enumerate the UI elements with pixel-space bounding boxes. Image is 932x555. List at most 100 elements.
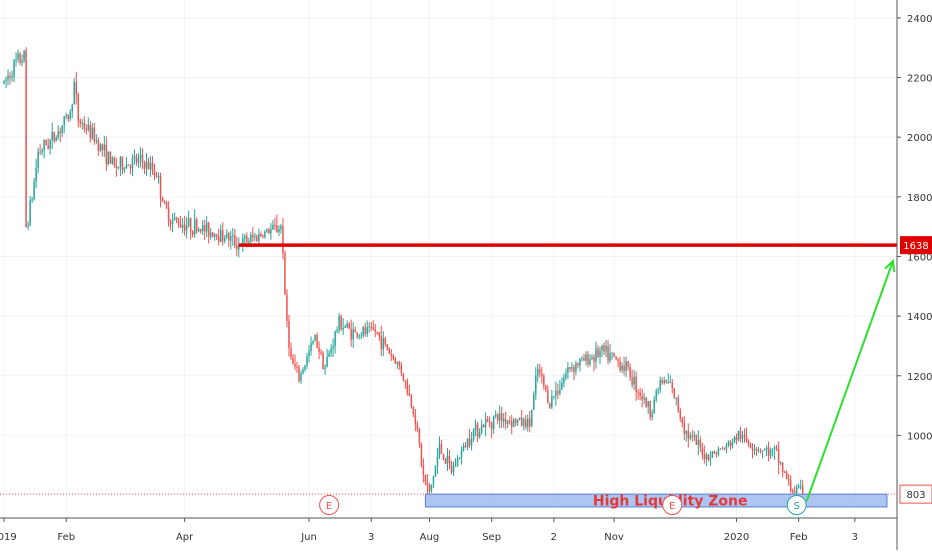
resistance-price-tag: [900, 236, 932, 255]
candle-body: [535, 375, 537, 395]
liquidity-zone[interactable]: High Liquidity Zone: [424, 493, 888, 510]
candle-body: [667, 382, 669, 384]
candle-body: [783, 472, 786, 474]
candle-body: [221, 229, 224, 241]
candle-body: [446, 455, 449, 464]
y-tick-label: 1000: [907, 431, 932, 442]
candle-body: [81, 122, 84, 124]
candle-body: [531, 409, 533, 426]
candle-body: [799, 486, 802, 488]
liquidity-zone-rect[interactable]: [424, 493, 888, 508]
candle-body: [37, 151, 39, 168]
candle-body: [21, 60, 23, 63]
candle-body: [476, 424, 479, 437]
projection-arrow[interactable]: [805, 258, 896, 502]
candle-body: [97, 140, 100, 151]
event-marker-split[interactable]: S: [786, 495, 807, 515]
candle-body: [456, 458, 459, 467]
x-tick-label: Feb: [790, 532, 808, 543]
candle-body: [545, 385, 547, 390]
candle-body: [314, 334, 316, 341]
candle-body: [412, 406, 415, 415]
candle-body: [440, 443, 443, 454]
candle-body: [228, 233, 230, 241]
candle-body: [226, 233, 228, 238]
candle-body: [573, 367, 575, 372]
candle-body: [406, 381, 409, 393]
candle-body: [561, 382, 563, 390]
event-circle[interactable]: [662, 495, 683, 515]
projection-line[interactable]: [805, 260, 894, 502]
candle-body: [41, 150, 43, 153]
candle-body: [189, 218, 192, 232]
candle-body: [177, 221, 180, 225]
candle-body: [779, 462, 782, 464]
event-marker-earnings[interactable]: E: [662, 495, 683, 515]
candle-body: [693, 434, 696, 437]
candle-body: [685, 430, 688, 435]
event-label: E: [669, 501, 675, 512]
candle-body: [691, 435, 694, 437]
candle-body: [374, 329, 377, 332]
candle-body: [310, 343, 312, 352]
candle-body: [533, 394, 535, 410]
arrow-head-icon: [884, 258, 896, 272]
candle-body: [410, 395, 413, 407]
candle-body: [647, 401, 649, 407]
candle-body: [199, 229, 202, 232]
candle-body: [641, 395, 643, 400]
candle-body: [43, 140, 45, 151]
candle-body: [13, 60, 15, 77]
candle-body: [322, 352, 324, 370]
x-axis[interactable]: 2019 Feb Apr Jun 3 Aug Sep 2 Nov 2020 Feb 3: [0, 517, 897, 543]
candle-body: [91, 127, 94, 139]
candle-body: [384, 338, 387, 345]
event-marker-earnings[interactable]: E: [319, 495, 340, 515]
candle-body: [555, 391, 557, 397]
candle-body: [525, 419, 527, 428]
candle-body: [15, 59, 17, 61]
candle-body: [306, 356, 308, 366]
candle-body: [699, 439, 702, 448]
candle-body: [705, 454, 708, 460]
candle-body: [420, 443, 423, 465]
candle-body: [444, 458, 447, 464]
candle-body: [274, 224, 276, 226]
candle-body: [223, 237, 226, 241]
candle-body: [659, 380, 661, 390]
candle-body: [250, 234, 252, 242]
candle-body: [163, 201, 166, 203]
candle-body: [486, 419, 489, 422]
candle-body: [145, 161, 148, 169]
candle-body: [11, 76, 13, 78]
candle-body: [93, 127, 96, 142]
candle-body: [344, 326, 346, 328]
candle-body: [551, 396, 553, 408]
candle-body: [382, 338, 385, 350]
candle-body: [185, 225, 188, 231]
event-circle[interactable]: [786, 495, 807, 515]
candle-body: [723, 448, 726, 450]
candle-body: [661, 380, 663, 383]
candle-body: [454, 466, 457, 468]
candle-body: [679, 410, 682, 419]
event-circle[interactable]: [319, 495, 340, 515]
candle-body: [157, 175, 160, 177]
y-tick-label: 2400: [907, 14, 932, 25]
candle-body: [478, 432, 481, 437]
candle-body: [498, 413, 501, 421]
candle-body: [709, 457, 712, 460]
candle-body: [282, 225, 284, 253]
candle-body: [213, 234, 216, 237]
candle-body: [731, 442, 734, 446]
candle-body: [683, 422, 686, 435]
candle-body: [342, 327, 344, 330]
candle-body: [292, 357, 294, 365]
y-axis[interactable]: 1000 1200 1400 1600 1800 2000 2200 2400: [896, 0, 932, 550]
candle-body: [53, 131, 55, 141]
candle-body: [795, 487, 798, 493]
candle-body: [99, 144, 102, 151]
